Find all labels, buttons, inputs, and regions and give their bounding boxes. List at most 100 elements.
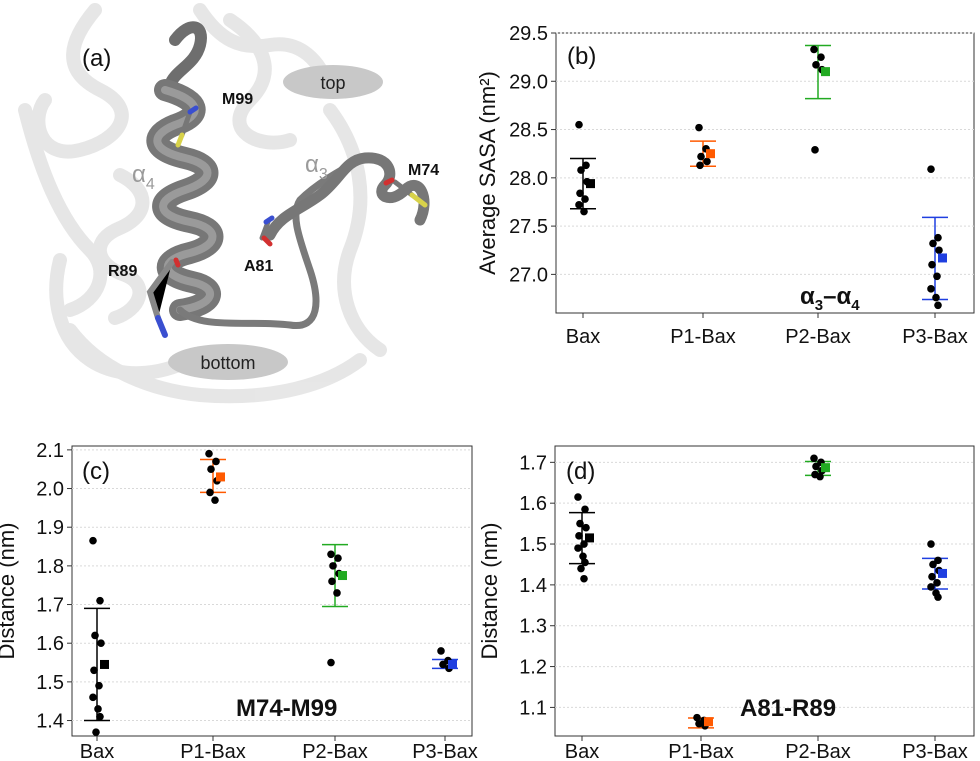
data-point: [437, 647, 445, 655]
y-tick-label: 2.1: [36, 440, 64, 462]
data-point: [816, 472, 824, 481]
y-axis-title: Distance (nm): [0, 523, 19, 660]
x-tick-label: P3-Bax: [902, 326, 968, 348]
residue-label-m99: M99: [222, 91, 253, 108]
data-marks: [84, 449, 458, 736]
x-tick-label: P1-Bax: [180, 741, 246, 761]
mean-marker: [938, 568, 947, 578]
data-point: [703, 157, 711, 166]
data-point: [439, 660, 447, 669]
plot-frame: [555, 32, 975, 314]
data-point: [581, 195, 589, 203]
data-point: [95, 681, 103, 690]
data-point: [94, 705, 102, 713]
grid-lines: [556, 32, 974, 275]
side-chains: [146, 105, 428, 338]
data-point: [206, 488, 214, 497]
data-point: [211, 496, 219, 504]
data-point: [329, 562, 337, 570]
y-tick-label: 1.5: [36, 672, 64, 694]
y-tick-label: 1.6: [519, 493, 547, 515]
data-point: [810, 454, 818, 463]
y-ticks: 2.1 2.0 1.9 1.8 1.7 1.6 1.5 1.4: [36, 440, 72, 733]
data-point: [927, 285, 935, 293]
data-point: [579, 552, 587, 561]
y-axis-title: Distance (nm): [477, 523, 502, 660]
mean-marker: [821, 67, 830, 77]
plot-frame: [71, 445, 473, 737]
x-tick-label: P1-Bax: [668, 741, 734, 761]
data-point: [576, 519, 584, 528]
y-tick-label: 1.4: [36, 711, 64, 733]
data-point: [932, 293, 940, 302]
data-point: [91, 631, 99, 640]
data-point: [693, 713, 701, 722]
helix-label-alpha4: α4: [132, 161, 155, 193]
mean-marker: [100, 659, 109, 669]
x-ticks: Bax P1-Bax P2-Bax P3-Bax: [80, 736, 478, 761]
data-point: [212, 457, 220, 466]
plot-frame: [554, 445, 975, 737]
data-point: [934, 233, 942, 242]
data-point: [97, 639, 105, 647]
mean-marker: [216, 472, 225, 482]
region-top-ellipse: [283, 65, 383, 99]
y-axis-title: Average SASA (nm²): [475, 71, 500, 275]
panel-a-tag: (a): [82, 45, 111, 72]
y-tick-label: 1.9: [36, 517, 64, 539]
y-tick-label: 29.5: [509, 23, 548, 45]
x-tick-label: P3-Bax: [902, 741, 968, 761]
chart-panel-d: 1.7 1.6 1.5 1.4 1.3 1.2 1.1 Bax P1-Bax P2-Bax P3-…: [477, 445, 975, 761]
data-point: [205, 449, 213, 458]
mean-marker: [704, 717, 713, 727]
data-point: [695, 123, 703, 132]
data-point: [817, 53, 825, 61]
data-point: [934, 593, 942, 601]
data-point: [581, 558, 589, 567]
data-point: [810, 45, 818, 54]
chart-panel-c: 2.1 2.0 1.9 1.8 1.7 1.6 1.5 1.4 Bax P1-Bax P2-Bax…: [0, 440, 478, 761]
data-point: [92, 728, 100, 736]
y-tick-label: 27.0: [509, 264, 548, 286]
data-marks: [569, 454, 948, 730]
helix-label-alpha3: α3: [305, 151, 328, 183]
data-point: [328, 577, 336, 586]
data-point: [327, 550, 335, 559]
data-point: [580, 207, 588, 216]
data-point: [333, 589, 341, 597]
data-marks: [570, 44, 948, 310]
residue-label-m74: M74: [408, 162, 439, 179]
x-tick-label: P2-Bax: [785, 326, 851, 348]
panel-annotation: M74-M99: [236, 695, 337, 722]
y-tick-label: 1.1: [519, 697, 547, 719]
data-point: [577, 564, 585, 573]
data-point: [928, 572, 936, 581]
y-tick-label: 2.0: [36, 479, 64, 501]
y-tick-label: 1.8: [36, 556, 64, 578]
data-point: [935, 246, 943, 255]
mean-marker: [338, 571, 347, 581]
mean-marker: [448, 659, 457, 669]
data-point: [929, 239, 937, 248]
y-tick-label: 1.6: [36, 633, 64, 655]
data-point: [96, 712, 104, 721]
y-tick-label: 1.3: [519, 616, 547, 638]
data-point: [89, 693, 97, 702]
x-tick-label: P2-Bax: [785, 741, 851, 761]
x-tick-label: Bax: [565, 741, 599, 761]
data-point: [927, 165, 935, 173]
residue-label-a81: A81: [244, 258, 273, 275]
mean-marker: [586, 179, 595, 189]
panel-annotation: α3–α4: [800, 283, 860, 314]
data-point: [577, 166, 585, 174]
data-point: [575, 201, 583, 209]
x-tick-label: P3-Bax: [412, 741, 478, 761]
mean-marker: [938, 253, 947, 263]
y-tick-label: 1.4: [519, 575, 547, 597]
data-point: [96, 596, 104, 605]
data-point: [928, 260, 936, 269]
data-point: [929, 560, 937, 569]
panel-annotation: A81-R89: [740, 695, 836, 722]
grid-lines: [555, 461, 974, 708]
